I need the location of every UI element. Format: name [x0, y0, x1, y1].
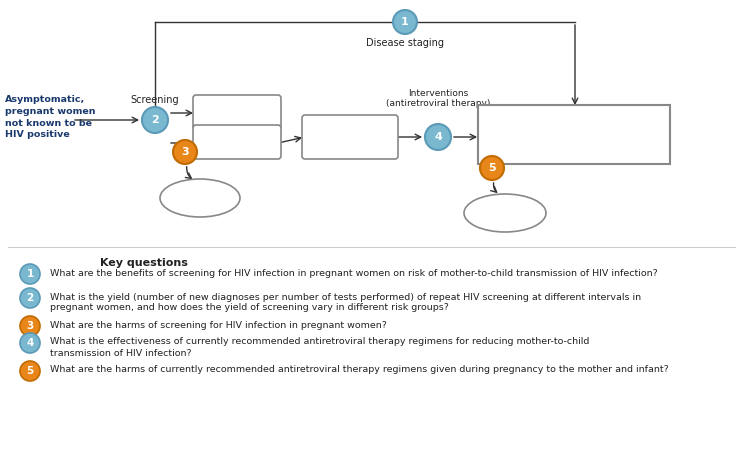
Text: What are the harms of screening for HIV infection in pregnant women?: What are the harms of screening for HIV … — [50, 320, 387, 329]
Text: Viral load and CD4
cell count testing: Viral load and CD4 cell count testing — [306, 128, 395, 146]
Text: Harms of
screeningᵃ: Harms of screeningᵃ — [175, 188, 225, 208]
FancyBboxPatch shape — [193, 95, 281, 129]
Circle shape — [20, 316, 40, 336]
FancyBboxPatch shape — [193, 125, 281, 159]
Text: Interventions
(antiretroviral therapy): Interventions (antiretroviral therapy) — [386, 89, 490, 108]
Text: 3: 3 — [26, 321, 33, 331]
Text: Disease staging: Disease staging — [366, 38, 444, 48]
Text: Harms of
interventionᵇ: Harms of interventionᵇ — [474, 203, 536, 223]
Circle shape — [480, 156, 504, 180]
Text: HIV-positive: HIV-positive — [208, 138, 266, 148]
Text: Screening: Screening — [131, 95, 179, 105]
Text: Health outcomes: Health outcomes — [486, 118, 579, 128]
Text: What are the benefits of screening for HIV infection in pregnant women on risk o: What are the benefits of screening for H… — [50, 268, 658, 277]
Text: transmission of HIV infection?: transmission of HIV infection? — [50, 348, 192, 357]
Ellipse shape — [160, 179, 240, 217]
Circle shape — [20, 288, 40, 308]
Text: HIV-negative: HIV-negative — [206, 108, 268, 118]
Text: 4: 4 — [26, 338, 33, 348]
FancyBboxPatch shape — [478, 105, 670, 164]
Text: 5: 5 — [488, 163, 496, 173]
Text: Asymptomatic,
pregnant women
not known to be
HIV positive: Asymptomatic, pregnant women not known t… — [5, 95, 96, 139]
Circle shape — [393, 10, 417, 34]
Text: 2: 2 — [26, 293, 33, 303]
Text: Mother-to-child transmission
of HIV infection: Mother-to-child transmission of HIV infe… — [486, 130, 622, 149]
Circle shape — [20, 361, 40, 381]
Circle shape — [20, 333, 40, 353]
Text: What is the yield (number of new diagnoses per number of tests performed) of rep: What is the yield (number of new diagnos… — [50, 292, 641, 301]
Text: pregnant women, and how does the yield of screening vary in different risk group: pregnant women, and how does the yield o… — [50, 303, 449, 312]
Circle shape — [20, 264, 40, 284]
Text: 4: 4 — [434, 132, 442, 142]
Circle shape — [173, 140, 197, 164]
FancyBboxPatch shape — [302, 115, 398, 159]
Text: What are the harms of currently recommended antiretroviral therapy regimens give: What are the harms of currently recommen… — [50, 365, 669, 374]
Text: 1: 1 — [26, 269, 33, 279]
Ellipse shape — [464, 194, 546, 232]
Text: 5: 5 — [26, 366, 33, 376]
Circle shape — [425, 124, 451, 150]
Text: What is the effectiveness of currently recommended antiretroviral therapy regime: What is the effectiveness of currently r… — [50, 337, 589, 346]
Text: 1: 1 — [401, 17, 409, 27]
Text: 2: 2 — [151, 115, 159, 125]
Text: 3: 3 — [181, 147, 189, 157]
Text: Key questions: Key questions — [100, 258, 188, 268]
Circle shape — [142, 107, 168, 133]
